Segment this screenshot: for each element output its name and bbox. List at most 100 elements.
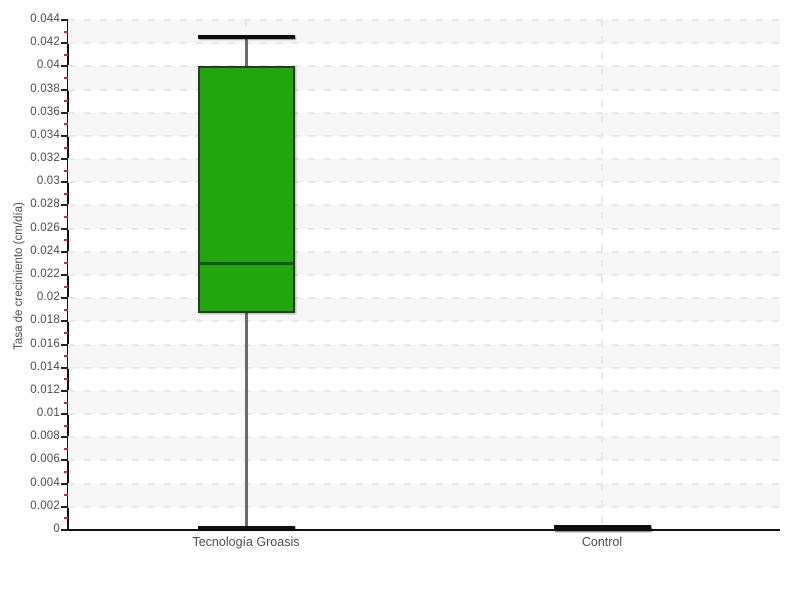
h-gridline (68, 227, 780, 230)
y-major-tick (61, 389, 68, 392)
y-major-tick (61, 505, 68, 508)
grid-band (68, 205, 780, 229)
y-tick-label: 0.026 (30, 221, 60, 234)
y-tick-label: 0.03 (36, 175, 60, 188)
y-major-tick (61, 65, 68, 68)
y-major-tick (61, 158, 68, 161)
y-minor-tick (64, 517, 68, 520)
y-major-tick (61, 274, 68, 276)
h-gridline (68, 111, 780, 114)
y-minor-tick (64, 401, 68, 404)
y-tick-label: 0.018 (30, 314, 60, 327)
grid-band (68, 66, 780, 90)
grid-band (68, 460, 780, 483)
grid-band (68, 390, 780, 415)
grid-band (68, 321, 780, 344)
grid-band (68, 275, 780, 298)
y-tick-label: 0.044 (30, 13, 60, 25)
grid-band (68, 368, 780, 391)
h-gridline (68, 297, 780, 300)
y-major-tick (61, 436, 68, 439)
y-minor-tick (64, 355, 68, 358)
y-major-tick (61, 19, 68, 21)
y-minor-tick (64, 378, 68, 381)
y-minor-tick (64, 123, 68, 126)
y-minor-tick (64, 53, 68, 56)
grid-band (68, 483, 780, 507)
grid-band (68, 90, 780, 113)
y-tick-label: 0.002 (30, 499, 60, 512)
x-category-label: Control (581, 535, 623, 549)
y-major-tick (61, 42, 68, 45)
y-major-tick (61, 134, 68, 137)
grid-band (68, 437, 780, 461)
y-minor-tick (64, 76, 68, 79)
y-major-tick (61, 204, 68, 207)
h-gridline (68, 88, 780, 91)
h-gridline (68, 250, 780, 253)
y-tick-label: 0.014 (30, 360, 60, 373)
grid-band (68, 20, 780, 44)
grid-band (68, 229, 780, 252)
y-tick-label: 0.024 (30, 244, 60, 257)
y-minor-tick (64, 471, 68, 474)
y-major-tick (61, 320, 68, 323)
y-minor-tick (64, 239, 68, 242)
y-minor-tick (64, 308, 68, 311)
y-major-tick (61, 366, 68, 369)
grid-band (68, 43, 780, 66)
grid-band (68, 298, 780, 322)
h-gridline (68, 320, 780, 323)
box (197, 66, 295, 314)
y-minor-tick (64, 331, 68, 334)
y-major-tick (61, 181, 68, 184)
h-gridline (68, 389, 780, 392)
grid-band (68, 182, 780, 205)
h-gridline (68, 65, 780, 68)
y-tick-label: 0.032 (30, 152, 60, 165)
grid-band (68, 414, 780, 437)
grid-band (68, 136, 780, 159)
y-tick-label: 0.01 (36, 407, 60, 420)
median-line (199, 261, 293, 265)
y-major-tick (61, 250, 68, 253)
h-gridline (68, 274, 780, 276)
y-tick-label: 0.006 (30, 453, 60, 466)
h-gridline (68, 19, 780, 21)
y-major-tick (61, 413, 68, 416)
y-major-tick (61, 529, 68, 531)
h-gridline (68, 505, 780, 508)
y-major-tick (61, 88, 68, 91)
y-minor-tick (64, 285, 68, 288)
y-tick-label: 0 (53, 523, 60, 535)
x-category-label: Tecnología Groasis (192, 535, 300, 549)
grid-band (68, 159, 780, 183)
whisker-cap-min (197, 525, 295, 530)
h-gridline (68, 366, 780, 369)
h-gridline (68, 42, 780, 45)
h-gridline (68, 158, 780, 161)
grid-band (68, 112, 780, 136)
y-tick-label: 0.04 (36, 59, 60, 72)
whisker-cap-min (553, 526, 651, 531)
y-minor-tick (64, 30, 68, 33)
y-minor-tick (64, 169, 68, 172)
y-minor-tick (64, 262, 68, 265)
y-minor-tick (64, 100, 68, 103)
y-minor-tick (64, 494, 68, 497)
x-axis-line (68, 529, 780, 531)
y-tick-label: 0.042 (30, 36, 60, 49)
whisker-cap-max (553, 524, 651, 529)
h-gridline (68, 181, 780, 184)
y-tick-label: 0.034 (30, 128, 60, 141)
grid-band (68, 251, 780, 275)
y-minor-tick (64, 216, 68, 219)
h-gridline (68, 204, 780, 207)
y-minor-tick (64, 424, 68, 427)
plot-area (67, 19, 780, 532)
y-tick-label: 0.038 (30, 82, 60, 95)
y-major-tick (61, 482, 68, 485)
h-gridline (68, 134, 780, 137)
y-tick-label: 0.028 (30, 198, 60, 211)
h-gridline (68, 459, 780, 462)
